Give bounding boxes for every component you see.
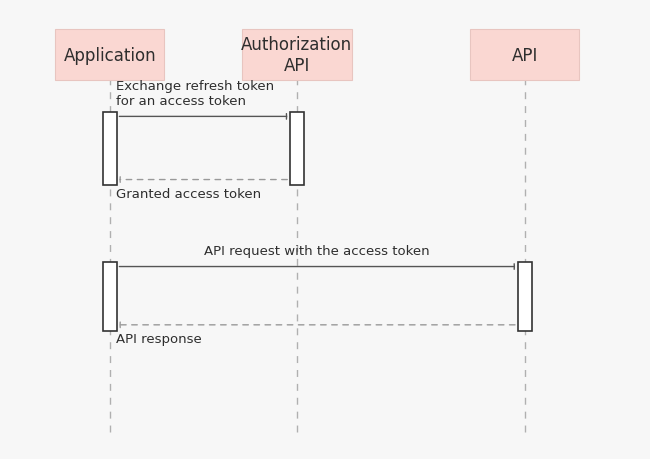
Bar — [290, 113, 304, 185]
Bar — [103, 113, 116, 185]
Bar — [103, 263, 116, 331]
FancyBboxPatch shape — [55, 30, 164, 81]
FancyBboxPatch shape — [470, 30, 579, 81]
Text: Application: Application — [64, 46, 156, 64]
Text: API: API — [512, 46, 538, 64]
FancyBboxPatch shape — [242, 30, 352, 81]
Text: Granted access token: Granted access token — [116, 187, 261, 200]
Text: API response: API response — [116, 332, 202, 345]
Text: Authorization
API: Authorization API — [241, 36, 352, 75]
Text: API request with the access token: API request with the access token — [204, 244, 430, 257]
Bar — [518, 263, 532, 331]
Text: Exchange refresh token
for an access token: Exchange refresh token for an access tok… — [116, 79, 274, 107]
